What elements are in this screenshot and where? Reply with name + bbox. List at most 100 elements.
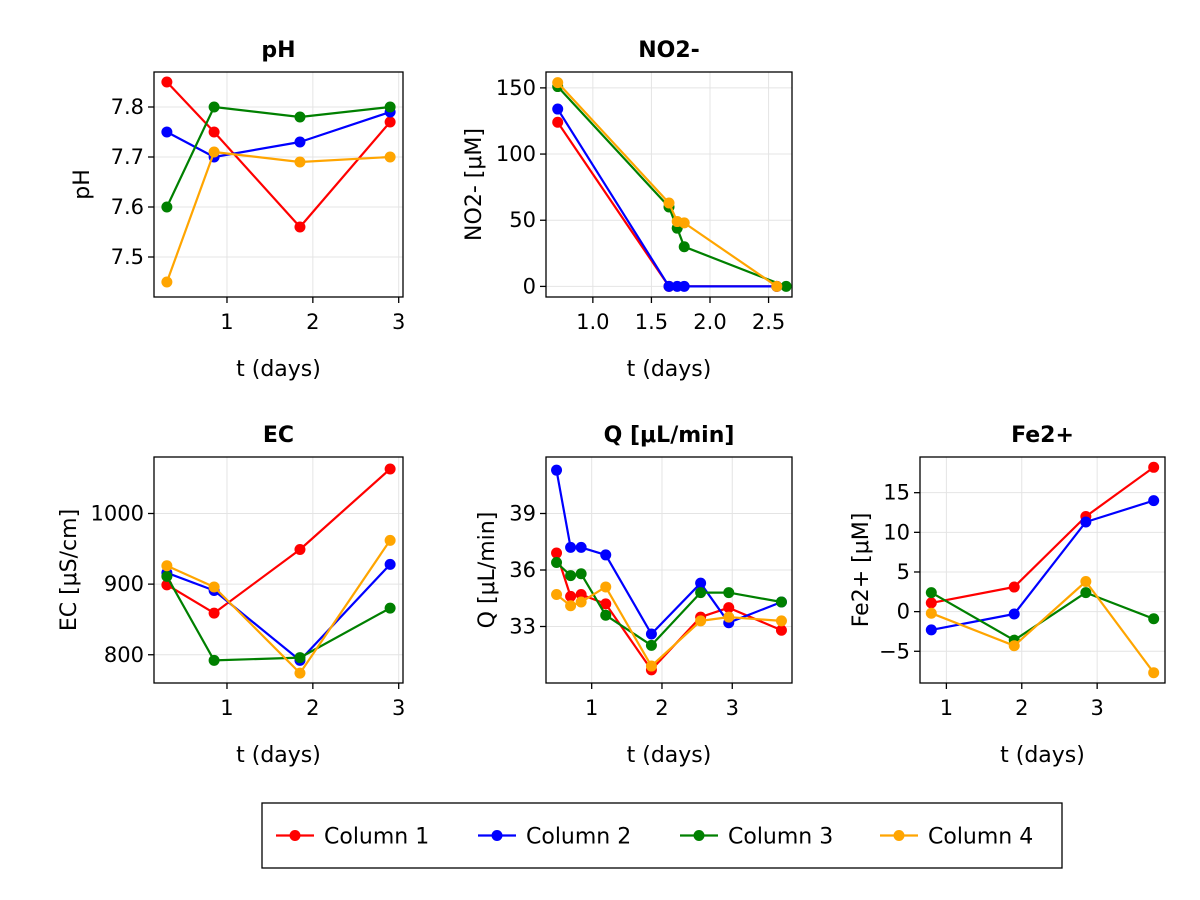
series-column-4 bbox=[551, 581, 787, 672]
y-tick-label: 1000 bbox=[91, 502, 144, 526]
chart-panels: 1 2 3 7.5 7.6 7.7 7.8 pH t (days) pH 1.0 1.5 2.0 2.5 0… bbox=[57, 38, 1166, 768]
panel-title: pH bbox=[261, 38, 295, 63]
series-line bbox=[931, 466, 1155, 604]
series-line bbox=[166, 563, 391, 662]
legend-marker bbox=[693, 830, 705, 841]
data-point bbox=[1080, 575, 1092, 587]
data-point bbox=[565, 600, 577, 612]
data-point bbox=[723, 587, 735, 599]
x-tick-label: 3 bbox=[726, 696, 739, 720]
data-point bbox=[775, 596, 787, 608]
series-column-4 bbox=[552, 77, 783, 292]
data-point bbox=[1080, 516, 1092, 528]
data-point bbox=[161, 570, 173, 582]
series-line bbox=[166, 81, 391, 229]
series-column-1 bbox=[161, 76, 396, 233]
series-column-4 bbox=[161, 534, 396, 679]
data-point bbox=[1080, 587, 1092, 599]
data-point bbox=[552, 103, 564, 115]
y-tick-label: 39 bbox=[509, 502, 536, 526]
legend-marker bbox=[893, 830, 905, 841]
data-point bbox=[565, 570, 577, 582]
series-line bbox=[930, 591, 1155, 642]
series-line bbox=[165, 150, 391, 283]
series-column-2 bbox=[925, 495, 1160, 636]
data-point bbox=[925, 597, 937, 609]
x-tick-label: 1.0 bbox=[576, 310, 609, 334]
series-column-1 bbox=[925, 461, 1160, 609]
data-point bbox=[208, 146, 220, 158]
data-point bbox=[723, 611, 735, 623]
data-point bbox=[780, 280, 792, 292]
data-point bbox=[1148, 495, 1160, 507]
y-axis-label: Fe2+ [μM] bbox=[849, 513, 874, 628]
y-tick-label: 5 bbox=[897, 560, 910, 584]
legend-entry-column-4: Column 4 bbox=[880, 825, 1033, 850]
legend-box bbox=[261, 802, 1063, 869]
data-point bbox=[294, 544, 306, 556]
axes-frame bbox=[919, 456, 1166, 684]
panel-title: Q [μL/min] bbox=[604, 423, 735, 448]
data-point bbox=[775, 624, 787, 636]
series-line bbox=[165, 105, 391, 208]
x-axis-label: t (days) bbox=[627, 743, 712, 768]
x-tick-label: 3 bbox=[392, 696, 405, 720]
legend-label: Column 4 bbox=[928, 825, 1033, 850]
series-column-2 bbox=[551, 464, 787, 640]
x-tick-label: 1 bbox=[940, 696, 953, 720]
data-point bbox=[678, 217, 690, 229]
series-column-3 bbox=[925, 587, 1160, 646]
x-tick-label: 2 bbox=[1015, 696, 1028, 720]
y-tick-label: 36 bbox=[509, 558, 536, 582]
data-point bbox=[600, 581, 612, 593]
data-point bbox=[161, 76, 173, 88]
series-line bbox=[556, 81, 778, 288]
data-point bbox=[678, 241, 690, 253]
series-column-4 bbox=[161, 146, 396, 288]
data-point bbox=[925, 624, 937, 636]
data-point bbox=[551, 556, 563, 568]
data-point bbox=[294, 667, 306, 679]
x-tick-label: 1.5 bbox=[635, 310, 668, 334]
data-point bbox=[575, 541, 587, 553]
y-tick-label: −5 bbox=[879, 639, 910, 663]
panel-ec: 1 2 3 800 900 1000 EC t (days) EC [μS/cm] bbox=[57, 423, 405, 768]
data-point bbox=[695, 615, 707, 627]
axes-frame bbox=[545, 71, 793, 298]
x-tick-label: 3 bbox=[392, 310, 405, 334]
series-column-3 bbox=[161, 570, 396, 666]
data-point bbox=[723, 602, 735, 614]
data-point bbox=[1148, 613, 1160, 625]
series-column-4 bbox=[925, 575, 1160, 679]
series-line bbox=[930, 580, 1155, 674]
series-column-3 bbox=[552, 81, 792, 292]
legend-entry-column-1: Column 1 bbox=[276, 825, 429, 850]
panel-no2: 1.0 1.5 2.0 2.5 0 50 100 150 NO2- t (days) NO2- [μ… bbox=[462, 38, 793, 382]
y-tick-label: 100 bbox=[496, 142, 536, 166]
y-tick-label: 900 bbox=[104, 572, 144, 596]
series-line bbox=[556, 85, 787, 288]
axes-frame bbox=[153, 456, 404, 684]
y-tick-label: 7.6 bbox=[111, 195, 144, 219]
y-axis-label: Q [μL/min] bbox=[475, 512, 500, 629]
data-point bbox=[384, 116, 396, 128]
data-point bbox=[1148, 461, 1160, 473]
data-point bbox=[575, 596, 587, 608]
data-point bbox=[294, 156, 306, 168]
data-point bbox=[294, 652, 306, 664]
data-point bbox=[1008, 608, 1020, 620]
series-line bbox=[555, 470, 782, 636]
legend-marker bbox=[491, 830, 503, 841]
data-point bbox=[208, 581, 220, 593]
data-point bbox=[384, 463, 396, 475]
panel-title: Fe2+ bbox=[1011, 423, 1074, 448]
data-point bbox=[1008, 581, 1020, 593]
data-point bbox=[1148, 667, 1160, 679]
y-tick-label: 33 bbox=[509, 615, 536, 639]
data-point bbox=[384, 534, 396, 546]
data-point bbox=[565, 590, 577, 602]
x-axis-label: t (days) bbox=[1000, 743, 1085, 768]
x-tick-label: 2 bbox=[655, 696, 668, 720]
y-axis-label: NO2- [μM] bbox=[462, 128, 487, 241]
y-tick-label: 150 bbox=[496, 76, 536, 100]
